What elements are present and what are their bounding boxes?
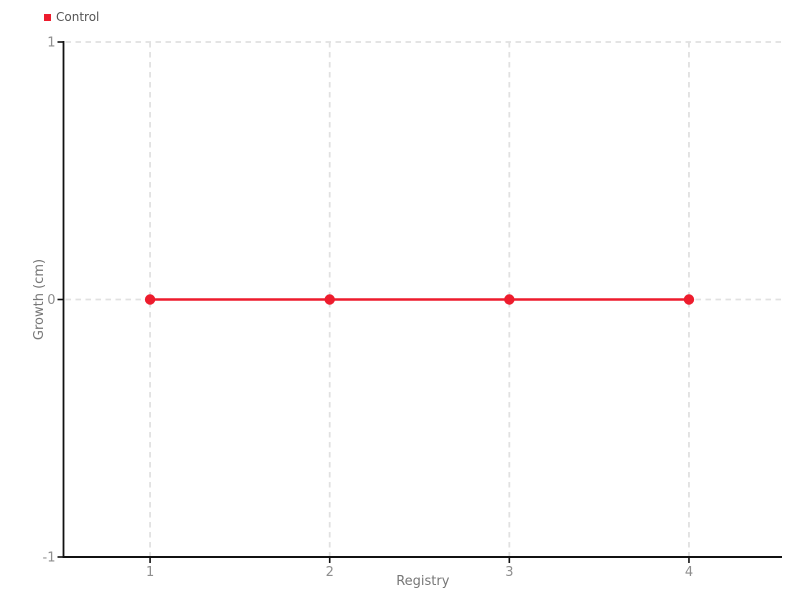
legend-swatch-control (44, 13, 51, 21)
axes-layer (57, 41, 782, 563)
y-tick-label: 0 (47, 293, 55, 308)
legend-item-control[interactable]: Control (44, 11, 99, 23)
data-point (324, 294, 335, 305)
data-point (144, 294, 156, 305)
tick-labels-layer: 1 0 -1 1 2 3 4 (43, 36, 694, 581)
x-tick-label: 2 (326, 565, 334, 580)
x-tick-label: 1 (146, 565, 154, 580)
legend-label-control: Control (56, 10, 100, 24)
y-tick-label: 1 (47, 36, 55, 51)
x-axis-title: Registry (396, 574, 450, 589)
y-tick-label: -1 (43, 551, 56, 566)
x-tick-label: 4 (685, 565, 693, 580)
data-point (504, 294, 515, 305)
x-tick-label: 3 (505, 565, 513, 580)
data-point (683, 294, 695, 305)
series-layer (144, 294, 695, 305)
y-axis-title: Growth (cm) (32, 259, 47, 340)
